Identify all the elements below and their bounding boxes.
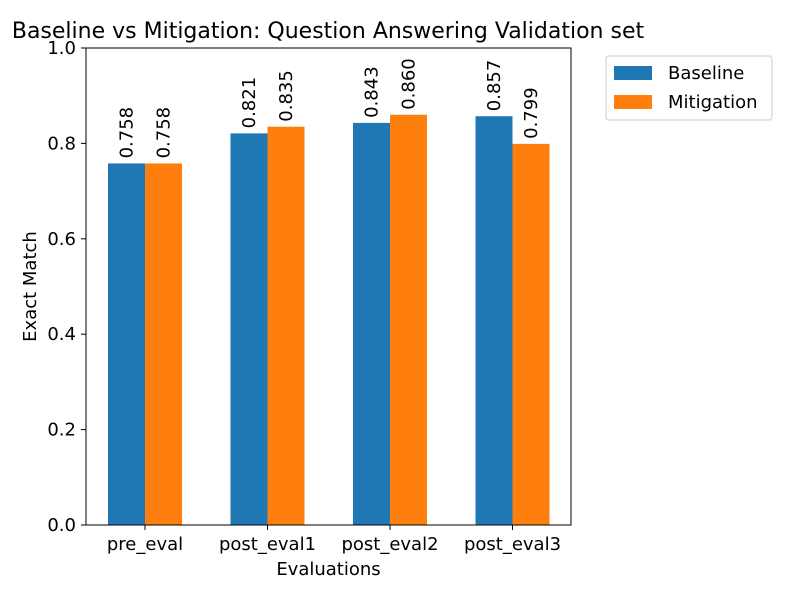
data-label-baseline-post_eval2: 0.843 bbox=[362, 66, 383, 118]
legend-swatch-mitigation bbox=[614, 95, 652, 109]
y-tick-label: 0.2 bbox=[47, 420, 76, 441]
y-axis-label: Exact Match bbox=[20, 231, 41, 342]
x-tick-label-post_eval2: post_eval2 bbox=[341, 534, 438, 555]
legend: Baseline Mitigation bbox=[605, 55, 773, 121]
data-label-mitigation-post_eval1: 0.835 bbox=[276, 70, 297, 122]
x-tick-label-post_eval1: post_eval1 bbox=[219, 534, 316, 555]
bar-baseline-post_eval3 bbox=[475, 116, 513, 525]
bar-mitigation-pre_eval bbox=[145, 163, 182, 525]
bars-group bbox=[108, 114, 550, 525]
legend-label-baseline: Baseline bbox=[668, 63, 744, 84]
bar-baseline-post_eval2 bbox=[353, 122, 390, 525]
y-tick-label: 0.8 bbox=[47, 133, 76, 154]
x-tick-label-post_eval3: post_eval3 bbox=[464, 534, 561, 555]
data-label-mitigation-pre_eval: 0.758 bbox=[154, 107, 175, 159]
data-labels-group: 0.758 0.821 0.843 0.857 0.758 0.835 0.860 0.799 bbox=[117, 58, 543, 158]
bar-mitigation-post_eval1 bbox=[267, 126, 305, 525]
x-axis-label: Evaluations bbox=[276, 559, 380, 580]
data-label-baseline-pre_eval: 0.758 bbox=[117, 107, 138, 159]
bar-baseline-post_eval1 bbox=[230, 133, 268, 525]
plot-frame bbox=[85, 47, 572, 526]
y-tick-label: 1.0 bbox=[47, 38, 76, 59]
y-tick-label: 0.4 bbox=[47, 324, 76, 345]
bar-baseline-pre_eval bbox=[108, 163, 145, 525]
y-tick-label: 0.0 bbox=[47, 515, 76, 536]
legend-label-mitigation: Mitigation bbox=[668, 92, 758, 113]
x-tick-label-pre_eval: pre_eval bbox=[107, 534, 183, 555]
y-axis: 0.0 0.2 0.4 0.6 0.8 1.0 bbox=[47, 38, 86, 536]
data-label-mitigation-post_eval2: 0.860 bbox=[399, 58, 420, 110]
data-label-mitigation-post_eval3: 0.799 bbox=[521, 87, 542, 139]
data-label-baseline-post_eval3: 0.857 bbox=[484, 60, 505, 112]
bar-mitigation-post_eval3 bbox=[512, 143, 550, 525]
bar-mitigation-post_eval2 bbox=[390, 114, 427, 525]
x-axis: pre_eval post_eval1 post_eval2 post_eval3 bbox=[107, 525, 561, 555]
data-label-baseline-post_eval1: 0.821 bbox=[239, 77, 260, 129]
y-tick-label: 0.6 bbox=[47, 229, 76, 250]
chart-title: Baseline vs Mitigation: Question Answeri… bbox=[12, 19, 645, 44]
legend-swatch-baseline bbox=[614, 66, 652, 80]
